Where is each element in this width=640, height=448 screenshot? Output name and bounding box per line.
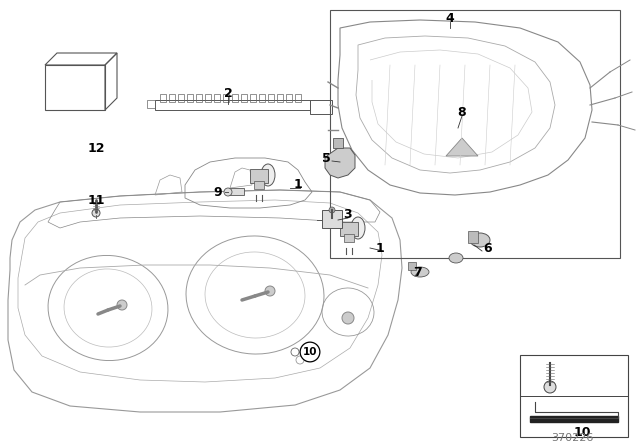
Polygon shape — [530, 416, 618, 422]
Bar — [340, 222, 358, 236]
Polygon shape — [446, 138, 478, 156]
Ellipse shape — [470, 233, 490, 247]
Text: 2: 2 — [223, 86, 232, 99]
Bar — [228, 188, 244, 195]
Bar — [169, 94, 175, 102]
Bar — [310, 100, 332, 114]
Circle shape — [544, 381, 556, 393]
Text: 8: 8 — [458, 105, 467, 119]
Bar — [250, 94, 256, 102]
Bar — [160, 94, 166, 102]
Text: 9: 9 — [214, 185, 222, 198]
Bar — [254, 181, 264, 189]
Text: 1: 1 — [294, 177, 302, 190]
Bar — [147, 100, 155, 108]
Polygon shape — [325, 148, 355, 178]
Bar — [232, 94, 238, 102]
Circle shape — [92, 209, 100, 217]
Bar — [322, 210, 342, 228]
Ellipse shape — [351, 217, 365, 239]
Bar — [241, 94, 247, 102]
Bar — [45, 65, 105, 110]
Text: 11: 11 — [87, 194, 105, 207]
Text: 370226: 370226 — [551, 433, 593, 443]
Circle shape — [117, 300, 127, 310]
Text: 6: 6 — [484, 241, 492, 254]
Bar — [295, 94, 301, 102]
Bar — [214, 94, 220, 102]
Bar — [178, 94, 184, 102]
Bar — [259, 94, 265, 102]
Text: 4: 4 — [445, 12, 454, 25]
Bar — [277, 94, 283, 102]
Circle shape — [224, 188, 232, 196]
Text: 7: 7 — [413, 266, 422, 279]
Circle shape — [265, 286, 275, 296]
Text: 3: 3 — [344, 207, 352, 220]
Text: 12: 12 — [87, 142, 105, 155]
Bar — [205, 94, 211, 102]
Bar — [333, 138, 343, 148]
Bar — [344, 234, 354, 242]
Ellipse shape — [261, 164, 275, 186]
Bar — [250, 169, 268, 183]
Bar — [408, 262, 416, 270]
Bar — [520, 355, 628, 437]
Bar — [187, 94, 193, 102]
Circle shape — [342, 312, 354, 324]
Bar — [155, 100, 310, 110]
Bar — [286, 94, 292, 102]
Ellipse shape — [411, 267, 429, 277]
Bar — [268, 94, 274, 102]
Text: 10: 10 — [573, 426, 591, 439]
Bar — [196, 94, 202, 102]
Bar — [330, 10, 620, 258]
Text: 1: 1 — [376, 241, 385, 254]
Bar — [223, 94, 229, 102]
Text: 5: 5 — [322, 151, 330, 164]
Ellipse shape — [449, 253, 463, 263]
Circle shape — [329, 207, 335, 213]
Text: 10: 10 — [303, 347, 317, 357]
Bar — [468, 231, 478, 243]
